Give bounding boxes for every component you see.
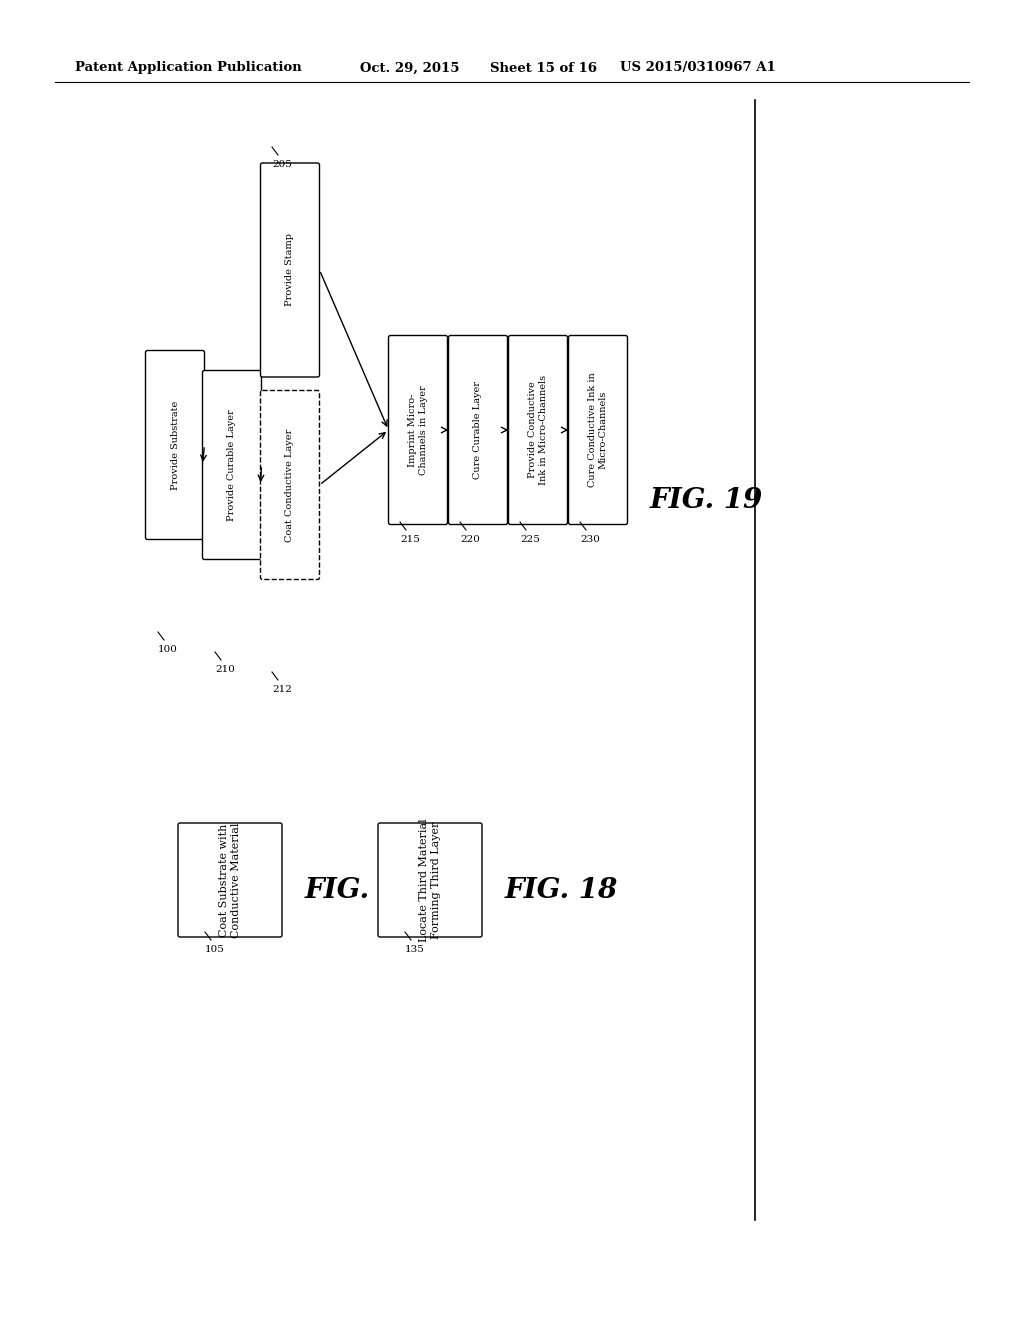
FancyBboxPatch shape	[388, 335, 447, 524]
Text: Coat Substrate with
Conductive Material: Coat Substrate with Conductive Material	[219, 822, 241, 937]
FancyBboxPatch shape	[568, 335, 628, 524]
Text: Coat Conductive Layer: Coat Conductive Layer	[286, 429, 295, 541]
FancyBboxPatch shape	[449, 335, 508, 524]
Text: Cure Conductive Ink in
Micro-Channels: Cure Conductive Ink in Micro-Channels	[589, 372, 607, 487]
Text: Provide Conductive
Ink in Micro-Channels: Provide Conductive Ink in Micro-Channels	[528, 375, 548, 484]
Text: 105: 105	[205, 945, 225, 954]
Text: 230: 230	[580, 535, 600, 544]
Text: 220: 220	[460, 535, 480, 544]
Text: Provide Curable Layer: Provide Curable Layer	[227, 409, 237, 521]
Text: Imprint Micro-
Channels in Layer: Imprint Micro- Channels in Layer	[409, 385, 428, 475]
Text: 212: 212	[272, 685, 292, 694]
Text: FIG. 19: FIG. 19	[650, 487, 763, 513]
Text: 205: 205	[272, 160, 292, 169]
Text: FIG. 17: FIG. 17	[305, 876, 418, 903]
FancyBboxPatch shape	[145, 351, 205, 540]
Text: Cure Curable Layer: Cure Curable Layer	[473, 381, 482, 479]
Text: 210: 210	[215, 665, 234, 675]
Text: Provide Stamp: Provide Stamp	[286, 234, 295, 306]
FancyBboxPatch shape	[260, 391, 319, 579]
FancyBboxPatch shape	[378, 822, 482, 937]
Text: Locate Third Material
Forming Third Layer: Locate Third Material Forming Third Laye…	[419, 818, 440, 941]
FancyBboxPatch shape	[509, 335, 567, 524]
Text: Oct. 29, 2015: Oct. 29, 2015	[360, 62, 460, 74]
Text: 135: 135	[406, 945, 425, 954]
Text: 215: 215	[400, 535, 420, 544]
Text: FIG. 18: FIG. 18	[505, 876, 618, 903]
Text: 100: 100	[158, 645, 178, 653]
Text: Patent Application Publication: Patent Application Publication	[75, 62, 302, 74]
Text: Provide Substrate: Provide Substrate	[171, 400, 179, 490]
Text: 225: 225	[520, 535, 540, 544]
Text: Sheet 15 of 16: Sheet 15 of 16	[490, 62, 597, 74]
FancyBboxPatch shape	[178, 822, 282, 937]
FancyBboxPatch shape	[203, 371, 261, 560]
Text: US 2015/0310967 A1: US 2015/0310967 A1	[620, 62, 776, 74]
FancyBboxPatch shape	[260, 162, 319, 378]
